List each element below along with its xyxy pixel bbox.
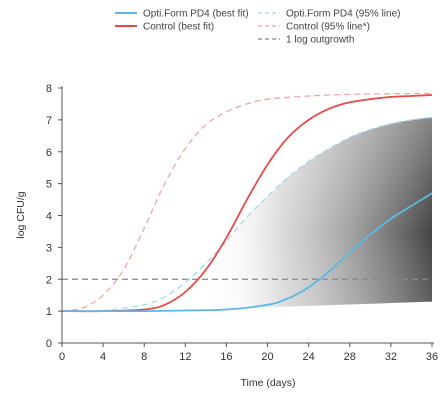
y-axis-label: log CFU/g	[15, 191, 27, 238]
y-tick-label: 4	[46, 211, 52, 223]
x-tick-label: 20	[261, 351, 273, 363]
y-tick-label: 0	[46, 338, 52, 350]
y-tick-label: 5	[46, 179, 52, 191]
y-tick-label: 8	[46, 83, 52, 95]
legend: Opti.Form PD4 (best fit) Control (best fi…	[115, 9, 400, 46]
x-tick-label: 4	[100, 351, 106, 363]
y-tick-label: 6	[46, 147, 52, 159]
y-tick-label: 2	[46, 274, 52, 286]
series-line-3	[61, 92, 433, 312]
shaded-region	[205, 117, 432, 310]
axes	[61, 86, 434, 344]
series-layer	[61, 92, 433, 313]
legend-label: 1 log outgrowth	[286, 35, 354, 46]
x-tick-label: 8	[141, 351, 147, 363]
x-tick-label: 12	[179, 351, 191, 363]
y-tick-label: 3	[46, 242, 52, 254]
series-line-1	[61, 94, 433, 313]
confidence-band-highlight	[205, 117, 432, 310]
x-tick-label: 16	[220, 351, 232, 363]
x-tick-label: 28	[344, 351, 356, 363]
legend-label: Control (95% line*)	[286, 22, 370, 33]
x-tick-label: 0	[59, 351, 65, 363]
x-ticks: 0 4 8 12 16 20 24 28 32 36	[59, 343, 438, 363]
x-axis-label: Time (days)	[240, 377, 295, 389]
series-line-0	[62, 192, 433, 313]
x-tick-label: 36	[426, 351, 438, 363]
legend-label: Opti.Form PD4 (95% line)	[286, 9, 400, 20]
x-tick-label: 32	[385, 351, 397, 363]
y-tick-label: 1	[46, 306, 52, 318]
y-ticks: 0 1 2 3 4 5 6 7 8	[46, 83, 62, 350]
y-tick-label: 7	[46, 115, 52, 127]
legend-label: Opti.Form PD4 (best fit)	[143, 9, 249, 20]
legend-label: Control (best fit)	[143, 22, 214, 33]
x-tick-label: 24	[303, 351, 315, 363]
